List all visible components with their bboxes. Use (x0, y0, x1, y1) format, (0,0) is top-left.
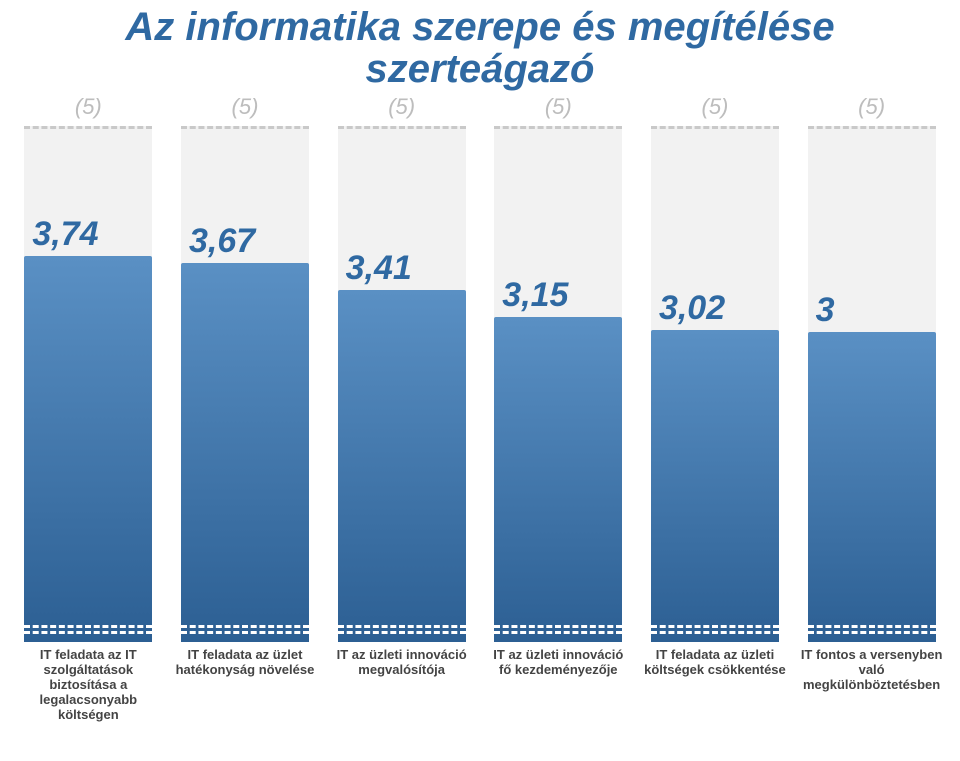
chart-xaxis-labels: IT feladata az ITszolgáltatásokbiztosítá… (10, 648, 950, 723)
bar-group: (5) 3,74 (11, 92, 166, 642)
bar-group: (5) 3,02 (637, 92, 792, 642)
bar (651, 330, 779, 642)
category-label: IT az üzleti innovációfő kezdeményezője (481, 648, 636, 723)
bar-group: (5) 3,67 (167, 92, 322, 642)
bar-group: (5) 3,41 (324, 92, 479, 642)
ghost-bar: 3,74 (24, 126, 152, 642)
ghost-bar: 3 (808, 126, 936, 642)
max-scale-label: (5) (388, 94, 415, 120)
bar (181, 263, 309, 642)
max-scale-label: (5) (858, 94, 885, 120)
ghost-bar: 3,67 (181, 126, 309, 642)
bar-group: (5) 3 (794, 92, 949, 642)
chart-title: Az informatika szerepe és megítélése sze… (0, 6, 960, 90)
max-scale-label: (5) (232, 94, 259, 120)
category-label: IT feladata az üzletiköltségek csökkenté… (637, 648, 792, 723)
chart-title-line2: szerteágazó (366, 47, 595, 91)
bar-value-label: 3,15 (494, 276, 622, 315)
bar-value-label: 3,41 (338, 249, 466, 288)
category-label: IT az üzleti innovációmegvalósítója (324, 648, 479, 723)
max-scale-label: (5) (702, 94, 729, 120)
bar-value-label: 3,02 (651, 289, 779, 328)
category-label: IT feladata az üzlethatékonyság növelése (167, 648, 322, 723)
ghost-bar: 3,02 (651, 126, 779, 642)
ghost-bar: 3,41 (338, 126, 466, 642)
max-scale-label: (5) (75, 94, 102, 120)
bar-value-label: 3,67 (181, 222, 309, 261)
chart-title-line1: Az informatika szerepe és megítélése (125, 5, 834, 49)
max-scale-label: (5) (545, 94, 572, 120)
bar (24, 256, 152, 642)
bar-value-label: 3 (808, 291, 936, 330)
chart-plot-area: (5) 3,74 (5) 3,67 (5) 3,41 (5) 3,15 (5) 3,02 (5) 3 (10, 92, 950, 642)
bar (808, 332, 936, 642)
bar-group: (5) 3,15 (481, 92, 636, 642)
category-label: IT feladata az ITszolgáltatásokbiztosítá… (11, 648, 166, 723)
category-label: IT fontos a versenybenvalómegkülönböztet… (794, 648, 949, 723)
bar (338, 290, 466, 642)
ghost-bar: 3,15 (494, 126, 622, 642)
bar (494, 317, 622, 642)
bar-value-label: 3,74 (24, 215, 152, 254)
